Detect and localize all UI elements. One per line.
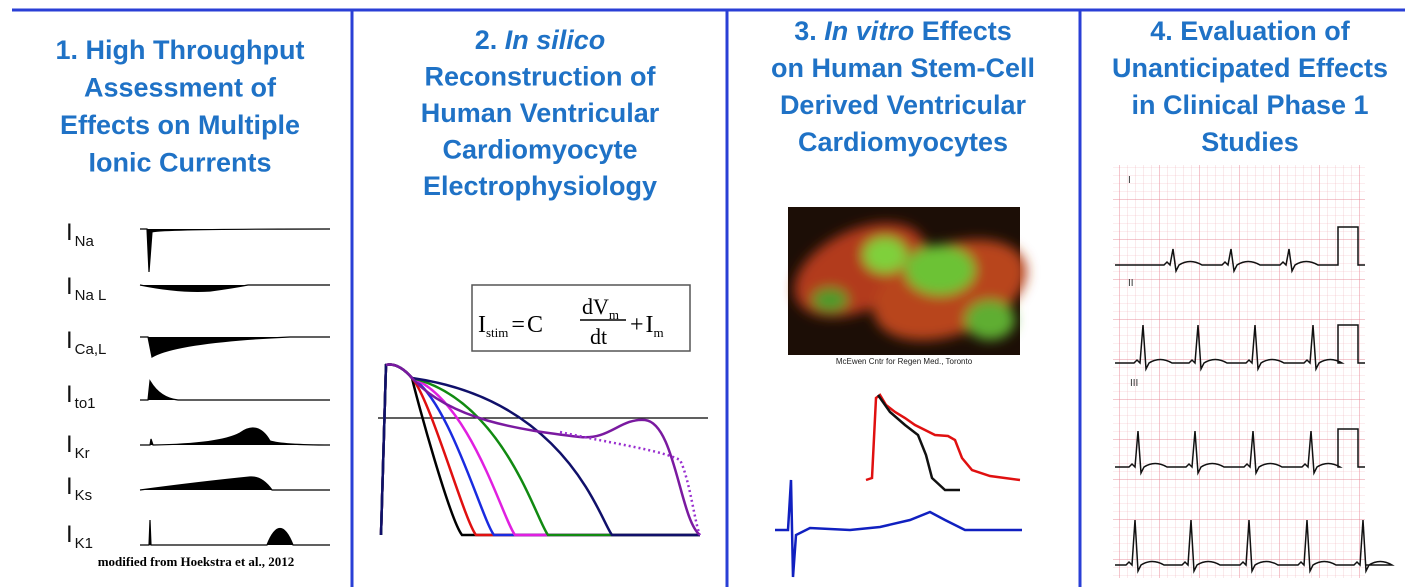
current-subscript: Ca,L [75,341,107,358]
current-subscript: to1 [75,395,96,412]
title-segment: 2. [475,25,505,55]
eq-num-sub: m [609,307,619,322]
panel-title: 2. In silico [475,25,606,55]
title-segment: Effects [914,16,1012,46]
ap-curve [381,365,700,535]
panel-title: Ionic Currents [88,148,271,178]
current-symbol: I [66,381,73,408]
current-symbol: I [66,327,73,354]
panel-title: Electrophysiology [423,171,657,201]
ap-curve [381,365,700,535]
current-symbol: I [66,473,73,500]
ap-curve [381,365,700,535]
panel-title: 4. Evaluation of [1150,16,1351,46]
cell-traces [775,395,1022,577]
current-subscript: Na L [75,287,107,304]
panel-title: 1. High Throughput [56,35,305,65]
current-symbol: I [66,431,73,458]
current-symbol: I [66,219,73,246]
cell-micrograph [780,204,1041,359]
current-subscript: Ks [75,487,93,504]
ap-curve [381,365,700,535]
lead-label: III [1130,378,1138,389]
current-subscript: K1 [75,535,93,552]
eq-symbol: I [478,312,486,338]
current-symbol: I [66,273,73,300]
current-subscript: Kr [75,445,90,462]
panel-title: in Clinical Phase 1 [1131,90,1368,120]
panel-title: Reconstruction of [424,62,656,92]
eq-plus: + [630,312,644,338]
eq-subscript: stim [486,325,508,340]
title-segment: In vitro [824,16,914,46]
eq-num: dV [582,294,609,319]
slide: IIIIII 1. High ThroughputAssessment ofEf… [0,0,1419,587]
panel-title: 3. In vitro Effects [794,16,1012,46]
panel-title: Cardiomyocyte [442,135,637,165]
lead-label: II [1128,278,1134,289]
equation-denominator: dt [590,324,607,349]
equation-box [472,285,690,351]
eq-coef: C [527,312,543,338]
caption: McEwen Cntr for Regen Med., Toronto [836,357,973,366]
panel-title: Assessment of [84,73,277,103]
panel-title: Derived Ventricular [780,90,1027,120]
eq-term: I [646,312,654,338]
caption: modified from Hoekstra et al., 2012 [98,554,295,569]
title-segment: In silico [505,25,606,55]
panel-title: Studies [1201,127,1299,157]
panel-title: Cardiomyocytes [798,127,1008,157]
current-symbol: I [66,521,73,548]
panel-title: Effects on Multiple [60,110,300,140]
ap-curve [381,365,700,535]
panel-title: Human Ventricular [421,98,660,128]
eq-term-sub: m [654,325,664,340]
panel-title: Unanticipated Effects [1112,53,1388,83]
panel-title: on Human Stem-Cell [771,53,1035,83]
lead-label: I [1128,175,1131,186]
ap-curve [381,365,700,535]
eq-equals: = [511,312,525,338]
ionic-current-traces [140,229,330,545]
current-subscript: Na [75,233,95,250]
title-segment: 3. [794,16,824,46]
action-potential-curves [378,365,708,535]
